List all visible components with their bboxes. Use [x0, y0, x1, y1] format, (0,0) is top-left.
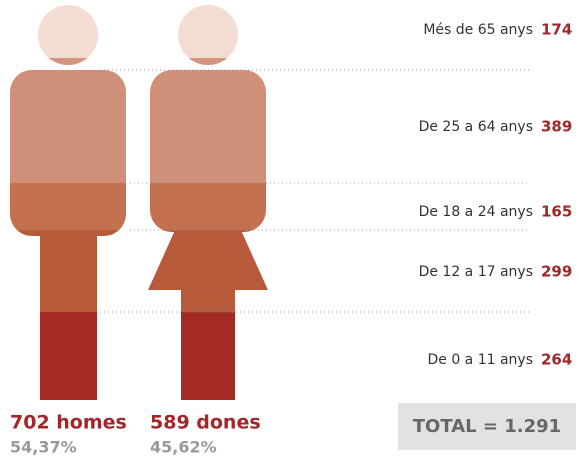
figure-share: 54,37% [10, 438, 77, 457]
category-label: De 25 a 64 anys [419, 119, 533, 135]
band [0, 183, 140, 230]
category-label: De 12 a 17 anys [419, 264, 533, 280]
figure-share: 45,62% [150, 438, 217, 457]
value-label: 174 [541, 21, 572, 39]
figure-bands [0, 58, 280, 400]
value-label: 299 [541, 263, 572, 281]
band [140, 312, 280, 400]
head [38, 5, 98, 65]
band [0, 230, 140, 312]
category-label: Més de 65 anys [423, 22, 533, 38]
head [178, 5, 238, 65]
band [0, 312, 140, 400]
figure [140, 58, 280, 400]
band [140, 70, 280, 183]
infographic: Més de 65 anys 174 De 25 a 64 anys 389 De 18… [0, 0, 579, 460]
category-label: De 18 a 24 anys [419, 204, 533, 220]
figure-label: 702 homes [10, 412, 127, 434]
value-label: 389 [541, 118, 572, 136]
value-label: 165 [541, 203, 572, 221]
band [140, 58, 280, 70]
band [0, 70, 140, 183]
figure [0, 58, 140, 400]
category-label: De 0 a 11 anys [427, 352, 533, 368]
figure-label: 589 dones [150, 412, 261, 434]
band [0, 58, 140, 70]
band [140, 183, 280, 230]
total: TOTAL = 1.291 [413, 416, 561, 437]
band [140, 230, 280, 312]
value-label: 264 [541, 351, 572, 369]
